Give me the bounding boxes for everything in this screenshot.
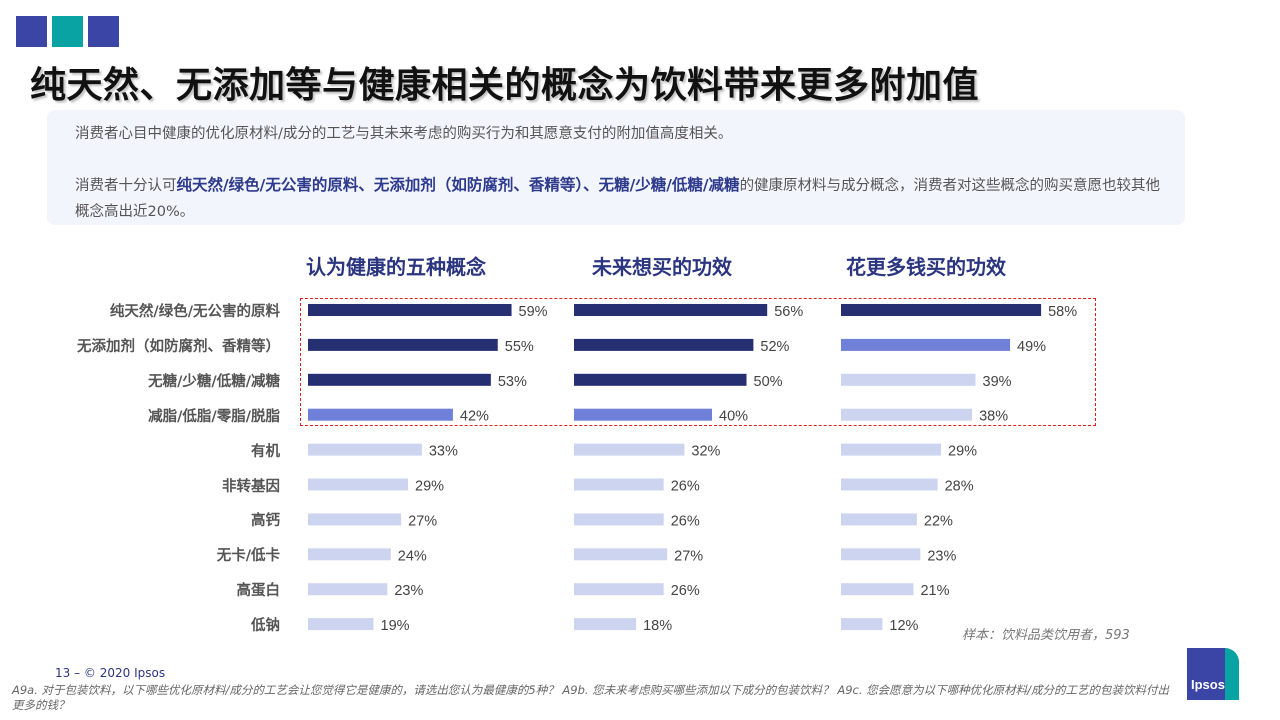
bar-value-label: 26% bbox=[671, 479, 700, 495]
bar bbox=[308, 548, 391, 561]
category-label: 有机 bbox=[251, 443, 280, 460]
bar bbox=[308, 478, 409, 491]
bar-value-label: 29% bbox=[948, 444, 977, 460]
bar-value-label: 55% bbox=[505, 339, 534, 355]
bar-value-label: 39% bbox=[983, 374, 1012, 390]
bar bbox=[308, 373, 491, 386]
bar bbox=[308, 618, 374, 631]
bar-value-label: 42% bbox=[460, 409, 489, 425]
bar-value-label: 26% bbox=[671, 513, 700, 529]
bar bbox=[841, 408, 973, 421]
bar bbox=[574, 583, 664, 596]
bar-value-label: 24% bbox=[398, 548, 427, 564]
bar bbox=[841, 583, 914, 596]
bar bbox=[308, 338, 498, 351]
callout-line-2: 消费者十分认可纯天然/绿色/无公害的原料、无添加剂（如防腐剂、香精等）、无糖/少… bbox=[75, 172, 1165, 225]
bar bbox=[308, 583, 388, 596]
panel-title-pay-more: 花更多钱买的功效 bbox=[846, 255, 1006, 279]
bar-value-label: 49% bbox=[1017, 339, 1046, 355]
bar bbox=[308, 513, 402, 526]
bar-value-label: 33% bbox=[429, 444, 458, 460]
bar-value-label: 50% bbox=[754, 374, 783, 390]
category-label: 低钠 bbox=[251, 618, 280, 635]
bar-value-label: 56% bbox=[774, 304, 803, 320]
bar bbox=[574, 304, 768, 316]
callout-line-2-highlight: 纯天然/绿色/无公害的原料、无添加剂（如防腐剂、香精等）、无糖/少糖/低糖/减糖 bbox=[176, 176, 740, 194]
ipsos-logo-text: Ipsos bbox=[1191, 677, 1225, 692]
bar-value-label: 21% bbox=[920, 583, 949, 599]
bar bbox=[841, 618, 883, 631]
bar bbox=[574, 478, 664, 491]
bar bbox=[574, 443, 685, 456]
bar-value-label: 23% bbox=[927, 548, 956, 564]
bar-value-label: 18% bbox=[643, 618, 672, 634]
bar-value-label: 40% bbox=[719, 409, 748, 425]
bar-value-label: 12% bbox=[889, 618, 918, 634]
bar bbox=[574, 373, 747, 386]
bar bbox=[308, 408, 453, 421]
bar-value-label: 53% bbox=[498, 374, 527, 390]
bar bbox=[574, 338, 754, 351]
bar-value-label: 19% bbox=[381, 618, 410, 634]
callout-line-1: 消费者心目中健康的优化原材料/成分的工艺与其未来考虑的购买行为和其愿意支付的附加… bbox=[75, 126, 733, 142]
page-number: 13 – © 2020 Ipsos bbox=[55, 666, 166, 680]
bar bbox=[841, 478, 938, 491]
top-concepts-highlight-box bbox=[300, 298, 1096, 426]
bar bbox=[574, 548, 668, 561]
bar bbox=[841, 548, 921, 561]
bar-value-label: 52% bbox=[760, 339, 789, 355]
brand-square-2 bbox=[52, 16, 83, 47]
bar bbox=[574, 618, 637, 631]
bar bbox=[308, 443, 422, 456]
bar bbox=[308, 304, 512, 316]
brand-square-3 bbox=[88, 16, 119, 47]
bar bbox=[841, 513, 917, 526]
bar-value-label: 27% bbox=[674, 548, 703, 564]
bar-value-label: 23% bbox=[394, 583, 423, 599]
bar bbox=[574, 408, 712, 421]
panel-title-healthy: 认为健康的五种概念 bbox=[306, 255, 486, 279]
sample-note: 样本：饮料品类饮用者，593 bbox=[962, 628, 1130, 643]
category-label: 高钙 bbox=[251, 513, 280, 530]
category-label: 无糖/少糖/低糖/减糖 bbox=[148, 373, 280, 390]
page-title: 纯天然、无添加等与健康相关的概念为饮料带来更多附加值 bbox=[30, 65, 980, 106]
callout-line-2-pre: 消费者十分认可 bbox=[75, 178, 177, 194]
bar-value-label: 29% bbox=[415, 479, 444, 495]
bar-value-label: 32% bbox=[691, 444, 720, 460]
summary-callout: 消费者心目中健康的优化原材料/成分的工艺与其未来考虑的购买行为和其愿意支付的附加… bbox=[47, 110, 1185, 225]
category-label: 无添加剂（如防腐剂、香精等） bbox=[77, 338, 280, 355]
category-label: 减脂/低脂/零脂/脱脂 bbox=[148, 408, 280, 425]
bar-value-label: 26% bbox=[671, 583, 700, 599]
ipsos-logo: Ipsos bbox=[1187, 648, 1239, 700]
bar-value-label: 38% bbox=[979, 409, 1008, 425]
callout-line-2-post: 的健康原材料与成分概念，消费者对这些概念的购买意愿也较其他概念高出近20%。 bbox=[75, 178, 1161, 220]
panel-title-future-buy: 未来想买的功效 bbox=[592, 255, 732, 279]
ipsos-logo-inner bbox=[1187, 648, 1225, 700]
bar bbox=[841, 304, 1042, 316]
bar bbox=[841, 338, 1011, 351]
category-label: 高蛋白 bbox=[236, 583, 281, 600]
bar-value-label: 59% bbox=[519, 304, 548, 320]
category-label: 非转基因 bbox=[222, 478, 280, 495]
bar bbox=[841, 443, 942, 456]
category-label: 无卡/低卡 bbox=[216, 548, 280, 565]
bar bbox=[841, 373, 976, 386]
bar-value-label: 58% bbox=[1048, 304, 1077, 320]
bar-value-label: 22% bbox=[924, 513, 953, 529]
bar-value-label: 28% bbox=[945, 479, 974, 495]
category-label: 纯天然/绿色/无公害的原料 bbox=[109, 304, 280, 320]
question-footnote: A9a. 对于包装饮料，以下哪些优化原材料/成分的工艺会让您觉得它是健康的，请选… bbox=[12, 683, 1170, 712]
brand-square-1 bbox=[16, 16, 47, 47]
bar-value-label: 27% bbox=[408, 513, 437, 529]
bar bbox=[574, 513, 664, 526]
